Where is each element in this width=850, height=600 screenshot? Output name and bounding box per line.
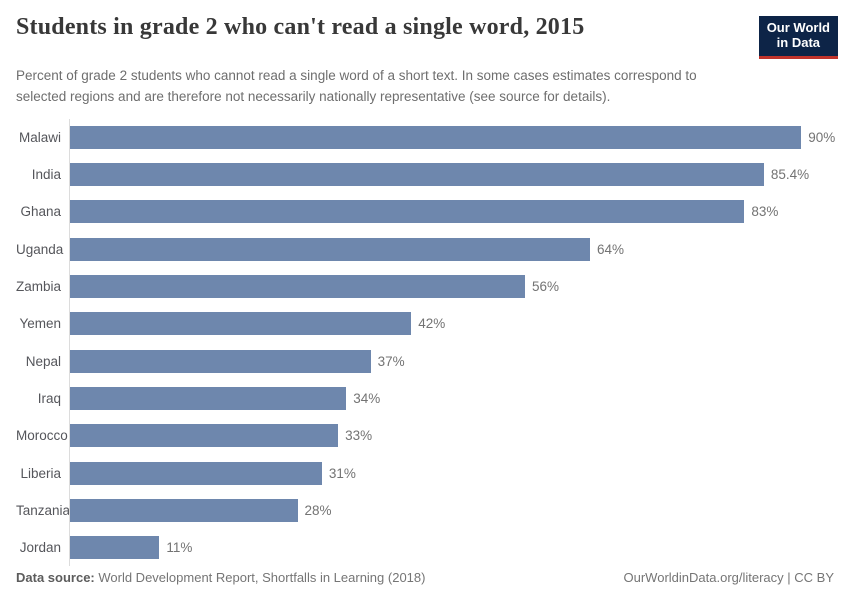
bar[interactable] — [70, 312, 412, 336]
plot-area: 34% — [69, 379, 850, 418]
bar[interactable] — [70, 424, 339, 448]
value-label: 37% — [377, 353, 405, 369]
value-label: 34% — [353, 390, 381, 406]
value-label: 11% — [166, 540, 193, 556]
bar-row: Liberia 31% — [16, 454, 850, 492]
plot-area: 83% — [69, 193, 850, 231]
bar[interactable] — [70, 498, 298, 522]
bar[interactable] — [70, 125, 802, 149]
value-label: 85.4% — [770, 167, 810, 183]
chart-title: Students in grade 2 who can't read a sin… — [16, 14, 585, 40]
bar-chart: Malawi 90% India 85.4% Ghana 83% Uganda — [0, 118, 850, 567]
bar-row: India 85.4% — [16, 156, 850, 194]
value-label: 33% — [345, 428, 373, 444]
bar-row: Ghana 83% — [16, 193, 850, 231]
category-label: Morocco — [16, 428, 68, 444]
plot-area: 64% — [69, 230, 850, 268]
plot-area: 42% — [69, 305, 850, 343]
owid-logo[interactable]: Our World in Data — [758, 16, 838, 59]
chart-subtitle: Percent of grade 2 students who cannot r… — [16, 67, 697, 104]
plot-area: 90% — [69, 118, 850, 157]
plot-area: 31% — [69, 454, 850, 492]
bar[interactable] — [70, 275, 525, 299]
owid-url-license[interactable]: OurWorldinData.org/literacy | CC BY — [623, 570, 834, 585]
category-label: Nepal — [25, 353, 61, 369]
bar-row: Malawi 90% — [16, 118, 850, 157]
category-label: Tanzania — [16, 502, 71, 518]
bar[interactable] — [70, 200, 745, 224]
bar[interactable] — [70, 163, 764, 187]
plot-area: 11% — [69, 528, 850, 567]
value-label: 31% — [328, 465, 356, 481]
value-label: 28% — [304, 502, 332, 518]
chart-footer: Data source: World Development Report, S… — [16, 570, 834, 585]
owid-logo-line2: in Data — [776, 34, 821, 50]
plot-area: 37% — [69, 342, 850, 380]
category-label: Iraq — [37, 390, 61, 406]
plot-area: 33% — [69, 417, 850, 455]
bar[interactable] — [70, 536, 160, 560]
category-label: Yemen — [19, 316, 61, 332]
category-label: India — [31, 167, 61, 183]
bar-row: Zambia 56% — [16, 267, 850, 306]
plot-area: 56% — [69, 267, 850, 306]
chart-header: Students in grade 2 who can't read a sin… — [0, 0, 850, 59]
category-label: Jordan — [19, 540, 61, 556]
owid-logo-line1: Our World — [766, 20, 830, 35]
bar[interactable] — [70, 349, 371, 373]
bar[interactable] — [70, 461, 322, 485]
bar-row: Jordan 11% — [16, 528, 850, 567]
bar-row: Iraq 34% — [16, 379, 850, 418]
bar-row: Uganda 64% — [16, 230, 850, 268]
category-label: Uganda — [16, 241, 64, 257]
plot-area: 28% — [69, 491, 850, 529]
category-label: Zambia — [16, 279, 62, 295]
bar-row: Morocco 33% — [16, 417, 850, 455]
value-label: 42% — [418, 316, 446, 332]
bar-row: Yemen 42% — [16, 305, 850, 343]
value-label: 90% — [808, 129, 836, 145]
category-label: Malawi — [18, 129, 61, 145]
bar-row: Tanzania 28% — [16, 491, 850, 529]
data-source-text: World Development Report, Shortfalls in … — [94, 570, 426, 585]
value-label: 83% — [751, 204, 779, 220]
plot-area: 85.4% — [69, 156, 850, 194]
category-label: Ghana — [20, 204, 61, 220]
data-source-note: Data source: World Development Report, S… — [16, 570, 425, 585]
bar[interactable] — [70, 237, 590, 261]
bar-row: Nepal 37% — [16, 342, 850, 380]
value-label: 56% — [532, 279, 560, 295]
data-source-label: Data source: — [16, 570, 95, 585]
bar[interactable] — [70, 386, 347, 410]
value-label: 64% — [596, 241, 625, 257]
category-label: Liberia — [20, 465, 61, 481]
